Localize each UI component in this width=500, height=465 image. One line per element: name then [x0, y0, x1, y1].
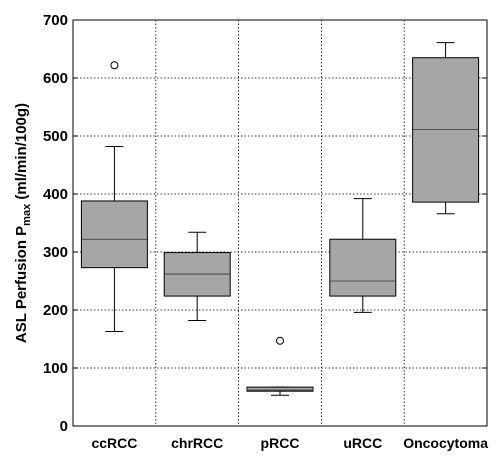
x-category-label: pRCC [261, 435, 300, 451]
y-axis-label-subscript: max [21, 203, 33, 226]
boxes [80, 42, 480, 396]
x-category-label: Oncocytoma [403, 435, 488, 451]
box-iqr [80, 200, 148, 269]
box-group-oncocytoma [412, 42, 480, 215]
y-axis-ticks: 0 100 200 300 400 500 600 700 [43, 12, 487, 435]
grid-lines [73, 20, 487, 426]
y-axis-label: ASL Perfusion Pmax (ml/min/100g) [13, 103, 33, 343]
plot-frame [72, 19, 488, 427]
box-group-ccrcc [80, 61, 148, 332]
y-tick-label: 400 [43, 186, 68, 203]
y-tick-label: 0 [60, 418, 68, 435]
box-iqr [246, 386, 314, 392]
y-axis-label-unit: (ml/min/100g) [13, 103, 30, 204]
y-tick-label: 700 [43, 12, 68, 29]
x-axis-categories: ccRCC chrRCC pRCC uRCC Oncocytoma [91, 435, 488, 451]
y-axis-label-main: ASL Perfusion P [13, 226, 30, 343]
box-iqr [329, 238, 397, 297]
y-tick-label: 600 [43, 70, 68, 87]
y-tick-label: 100 [43, 360, 68, 377]
x-category-label: ccRCC [91, 435, 137, 451]
outlier-point [110, 61, 119, 70]
outlier-point [276, 336, 284, 345]
box-group-prcc [246, 336, 314, 396]
y-tick-label: 500 [43, 128, 68, 145]
y-tick-label: 300 [43, 244, 68, 261]
x-category-label: chrRCC [171, 435, 223, 451]
x-category-label: uRCC [343, 435, 382, 451]
box-group-chrrcc [163, 231, 231, 321]
y-tick-label: 200 [43, 302, 68, 319]
box-group-urcc [329, 198, 397, 313]
